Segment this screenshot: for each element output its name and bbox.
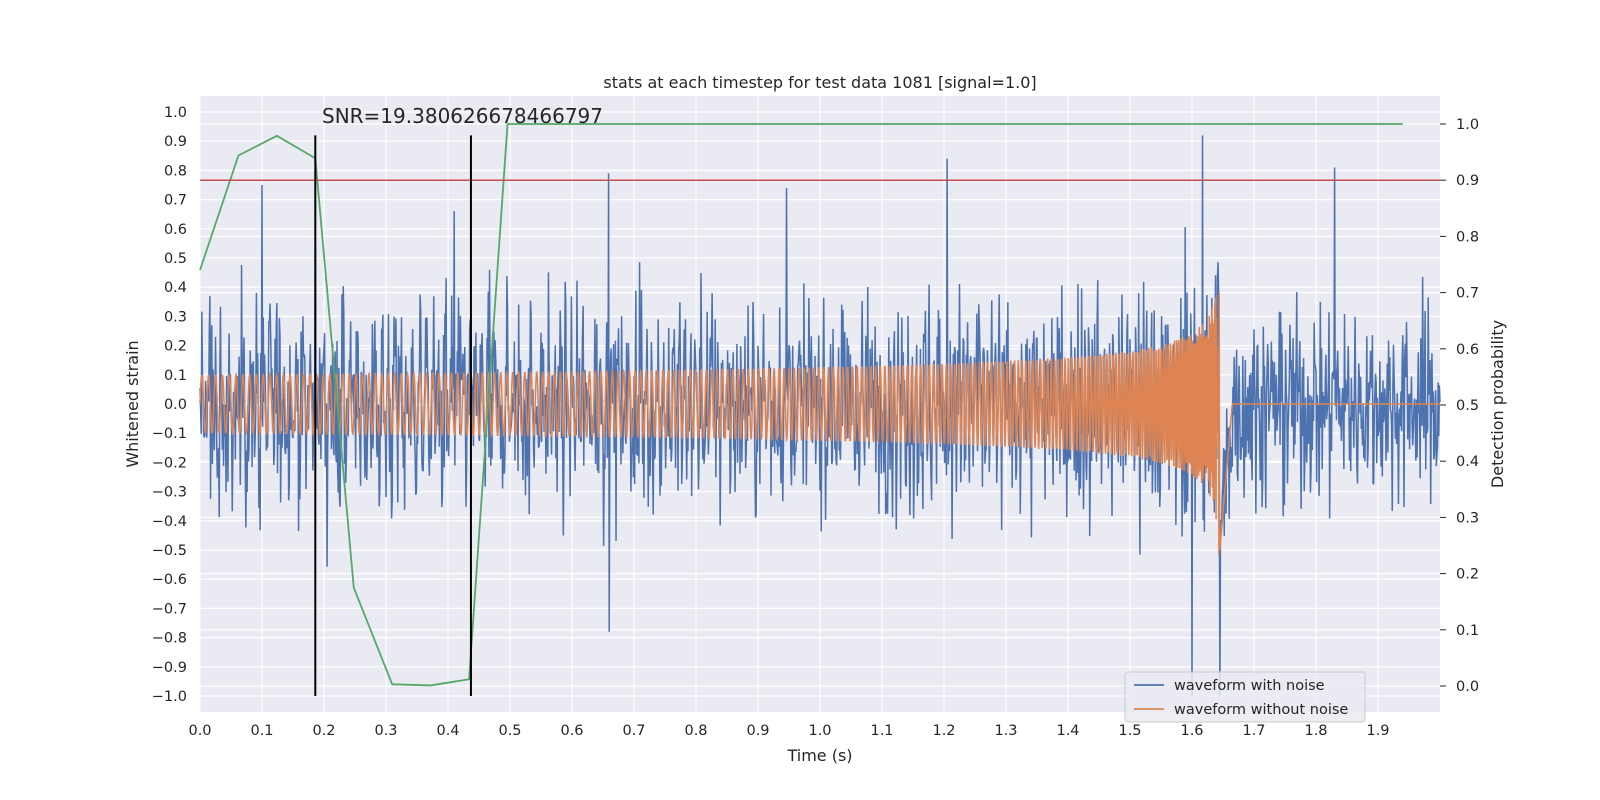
y2-tick-label: 0.9 <box>1456 173 1479 189</box>
x-tick-label: 1.7 <box>1242 723 1265 739</box>
x-tick-label: 0.7 <box>622 723 645 739</box>
y-tick-label: 0.7 <box>164 193 187 209</box>
y2-axis-label: Detection probability <box>1488 320 1507 488</box>
y2-tick-label: 0.3 <box>1456 510 1479 526</box>
y-tick-label: 0.8 <box>164 163 187 179</box>
y-tick-label: 0.5 <box>164 251 187 267</box>
x-tick-label: 1.2 <box>932 723 955 739</box>
y-tick-label: −0.6 <box>152 572 187 588</box>
y2-axis-ticks: 1.0 0.9 0.8 0.7 0.6 0.5 0.4 0.3 0.2 0.1 0.0 <box>1440 117 1479 695</box>
x-tick-label: 1.3 <box>994 723 1017 739</box>
y-tick-label: 0.2 <box>164 339 187 355</box>
legend: waveform with noise waveform without noi… <box>1124 671 1366 723</box>
legend-box <box>1124 671 1366 723</box>
y2-tick-label: 0.4 <box>1456 454 1479 470</box>
y2-tick-label: 0.7 <box>1456 286 1479 302</box>
legend-clean-label: waveform without noise <box>1174 702 1348 718</box>
legend-noise-label: waveform with noise <box>1174 678 1325 694</box>
y2-tick-label: 0.0 <box>1456 679 1479 695</box>
x-tick-label: 1.9 <box>1366 723 1389 739</box>
markers <box>200 135 1440 696</box>
x-tick-label: 0.1 <box>250 723 273 739</box>
x-tick-label: 1.1 <box>870 723 893 739</box>
y2-tick-label: 0.1 <box>1456 623 1479 639</box>
y-tick-label: −1.0 <box>152 689 187 705</box>
x-tick-label: 0.3 <box>374 723 397 739</box>
clean-line <box>199 293 1440 555</box>
y-tick-label: −0.8 <box>152 631 187 647</box>
y2-tick-label: 0.5 <box>1456 398 1479 414</box>
y-tick-label: 0.3 <box>164 309 187 325</box>
x-tick-label: 0.0 <box>188 723 211 739</box>
x-tick-label: 1.8 <box>1304 723 1327 739</box>
y-tick-label: −0.5 <box>152 543 187 559</box>
x-tick-label: 1.6 <box>1180 723 1203 739</box>
x-tick-label: 0.6 <box>560 723 583 739</box>
probability-line <box>199 123 1403 687</box>
noise-series <box>199 135 1441 697</box>
snr-annotation: SNR=19.380626678466797 <box>322 104 603 128</box>
x-tick-label: 0.5 <box>498 723 521 739</box>
y-tick-label: −0.4 <box>152 514 187 530</box>
chart-title: stats at each timestep for test data 108… <box>603 73 1036 92</box>
y-tick-label: 0.0 <box>164 397 187 413</box>
x-tick-label: 1.4 <box>1056 723 1079 739</box>
x-tick-label: 0.8 <box>684 723 707 739</box>
x-tick-label: 0.2 <box>312 723 335 739</box>
probability-series <box>199 123 1403 687</box>
y2-tick-label: 1.0 <box>1456 117 1479 133</box>
noise-line <box>199 135 1441 697</box>
y-tick-label: 1.0 <box>164 105 187 121</box>
y-tick-label: 0.6 <box>164 222 187 238</box>
y-tick-label: 0.9 <box>164 134 187 150</box>
x-tick-label: 1.0 <box>808 723 831 739</box>
y2-tick-label: 0.6 <box>1456 342 1479 358</box>
y2-tick-label: 0.8 <box>1456 229 1479 245</box>
clean-series <box>199 293 1440 555</box>
x-axis-ticks: 0.0 0.1 0.2 0.3 0.4 0.5 0.6 0.7 0.8 0.9 1.0 1.1 1.2 1… <box>188 723 1389 739</box>
y-tick-label: 0.4 <box>164 280 187 296</box>
y-tick-label: −0.1 <box>152 426 187 442</box>
x-axis-label: Time (s) <box>786 746 852 765</box>
y-tick-label: −0.9 <box>152 660 187 676</box>
y-tick-label: −0.2 <box>152 455 187 471</box>
y-tick-label: 0.1 <box>164 368 187 384</box>
x-tick-label: 0.9 <box>746 723 769 739</box>
y2-tick-label: 0.2 <box>1456 567 1479 583</box>
y-tick-label: −0.7 <box>152 601 187 617</box>
y-axis-ticks: 1.0 0.9 0.8 0.7 0.6 0.5 0.4 0.3 0.2 0.1 0.0 −0.1 −0.… <box>152 105 187 705</box>
x-tick-label: 1.5 <box>1118 723 1141 739</box>
y-tick-label: −0.3 <box>152 485 187 501</box>
y-axis-label: Whitened strain <box>123 340 142 467</box>
x-tick-label: 0.4 <box>436 723 459 739</box>
